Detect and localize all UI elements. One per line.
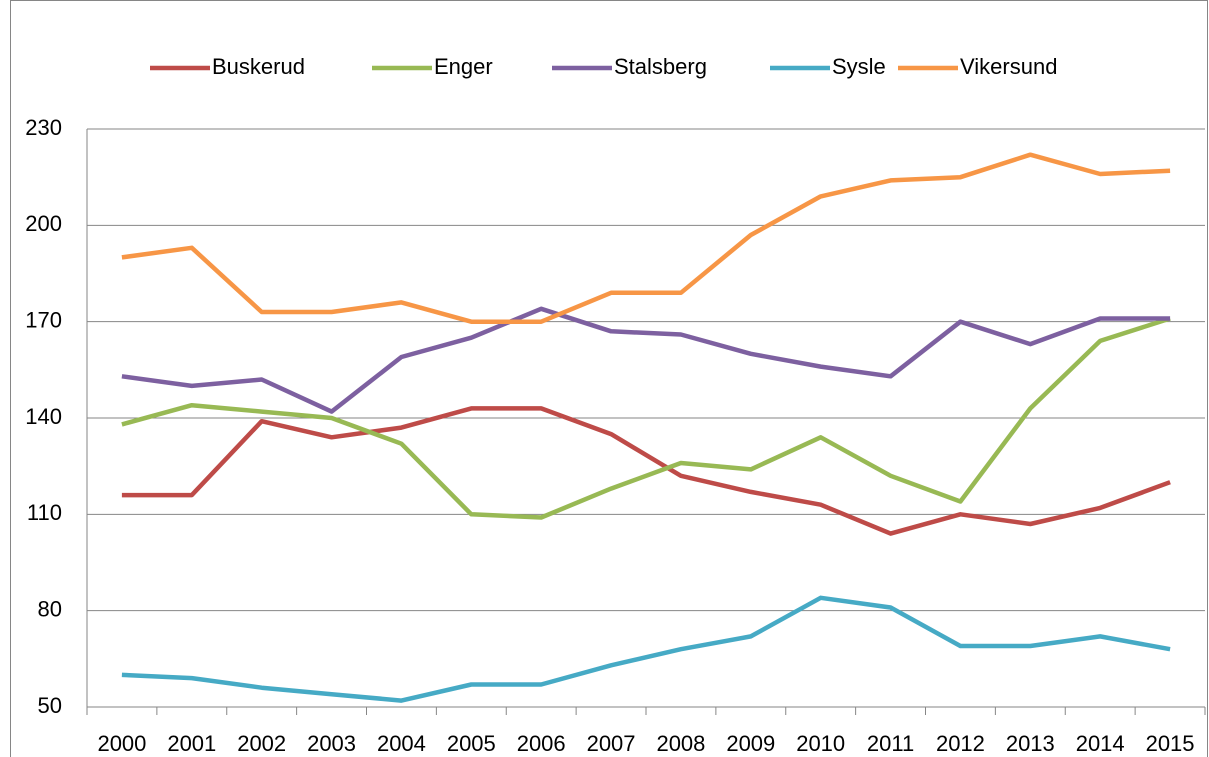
- legend-label: Buskerud: [212, 54, 305, 79]
- x-tick-label: 2007: [587, 731, 636, 756]
- x-tick-label: 2004: [377, 731, 426, 756]
- chart-frame: [10, 0, 1208, 757]
- x-tick-label: 2002: [237, 731, 286, 756]
- y-tick-label: 80: [38, 596, 62, 621]
- x-tick-label: 2014: [1076, 731, 1125, 756]
- x-tick-label: 2010: [796, 731, 845, 756]
- y-tick-label: 110: [27, 500, 62, 525]
- legend-label: Vikersund: [960, 54, 1057, 79]
- y-tick-label: 230: [25, 115, 62, 140]
- x-tick-label: 2008: [656, 731, 705, 756]
- x-tick-label: 2013: [1006, 731, 1055, 756]
- series-line: [121, 316, 1171, 520]
- x-tick-label: 2012: [936, 731, 985, 756]
- legend-label: Enger: [434, 54, 493, 79]
- y-tick-label: 200: [25, 211, 62, 236]
- x-tick-label: 2015: [1146, 731, 1195, 756]
- x-tick-label: 2011: [867, 731, 914, 756]
- y-tick-label: 140: [25, 404, 62, 429]
- legend-label: Sysle: [832, 54, 886, 79]
- y-tick-label: 170: [25, 307, 62, 332]
- series-line: [121, 306, 1171, 414]
- x-tick-label: 2001: [167, 731, 216, 756]
- series-line: [121, 595, 1171, 703]
- x-tick-label: 2000: [97, 731, 146, 756]
- y-tick-label: 50: [38, 693, 62, 718]
- x-tick-label: 2005: [447, 731, 496, 756]
- series-line: [121, 406, 1171, 536]
- x-tick-label: 2009: [726, 731, 775, 756]
- series-line: [121, 152, 1171, 324]
- x-tick-label: 2006: [517, 731, 566, 756]
- x-tick-label: 2003: [307, 731, 356, 756]
- legend-label: Stalsberg: [614, 54, 707, 79]
